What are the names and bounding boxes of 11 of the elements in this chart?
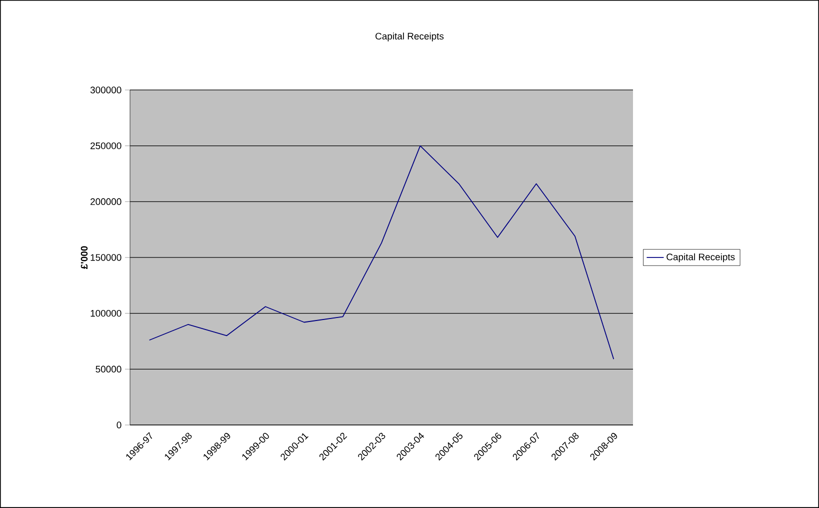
y-tick-label: 0: [116, 422, 122, 428]
y-tick-label: 200000: [90, 198, 122, 206]
line-series: [148, 145, 614, 360]
y-axis-title: £'000: [80, 246, 88, 270]
y-tick-label: 100000: [90, 310, 122, 317]
chart-title: Capital Receipts: [376, 32, 444, 42]
y-tick-label: 150000: [90, 254, 122, 261]
legend-label: Capital Receipts: [666, 253, 735, 262]
y-tick-label: 300000: [90, 86, 122, 94]
y-tick-label: 50000: [96, 366, 122, 373]
y-tick-label: 250000: [90, 142, 122, 150]
